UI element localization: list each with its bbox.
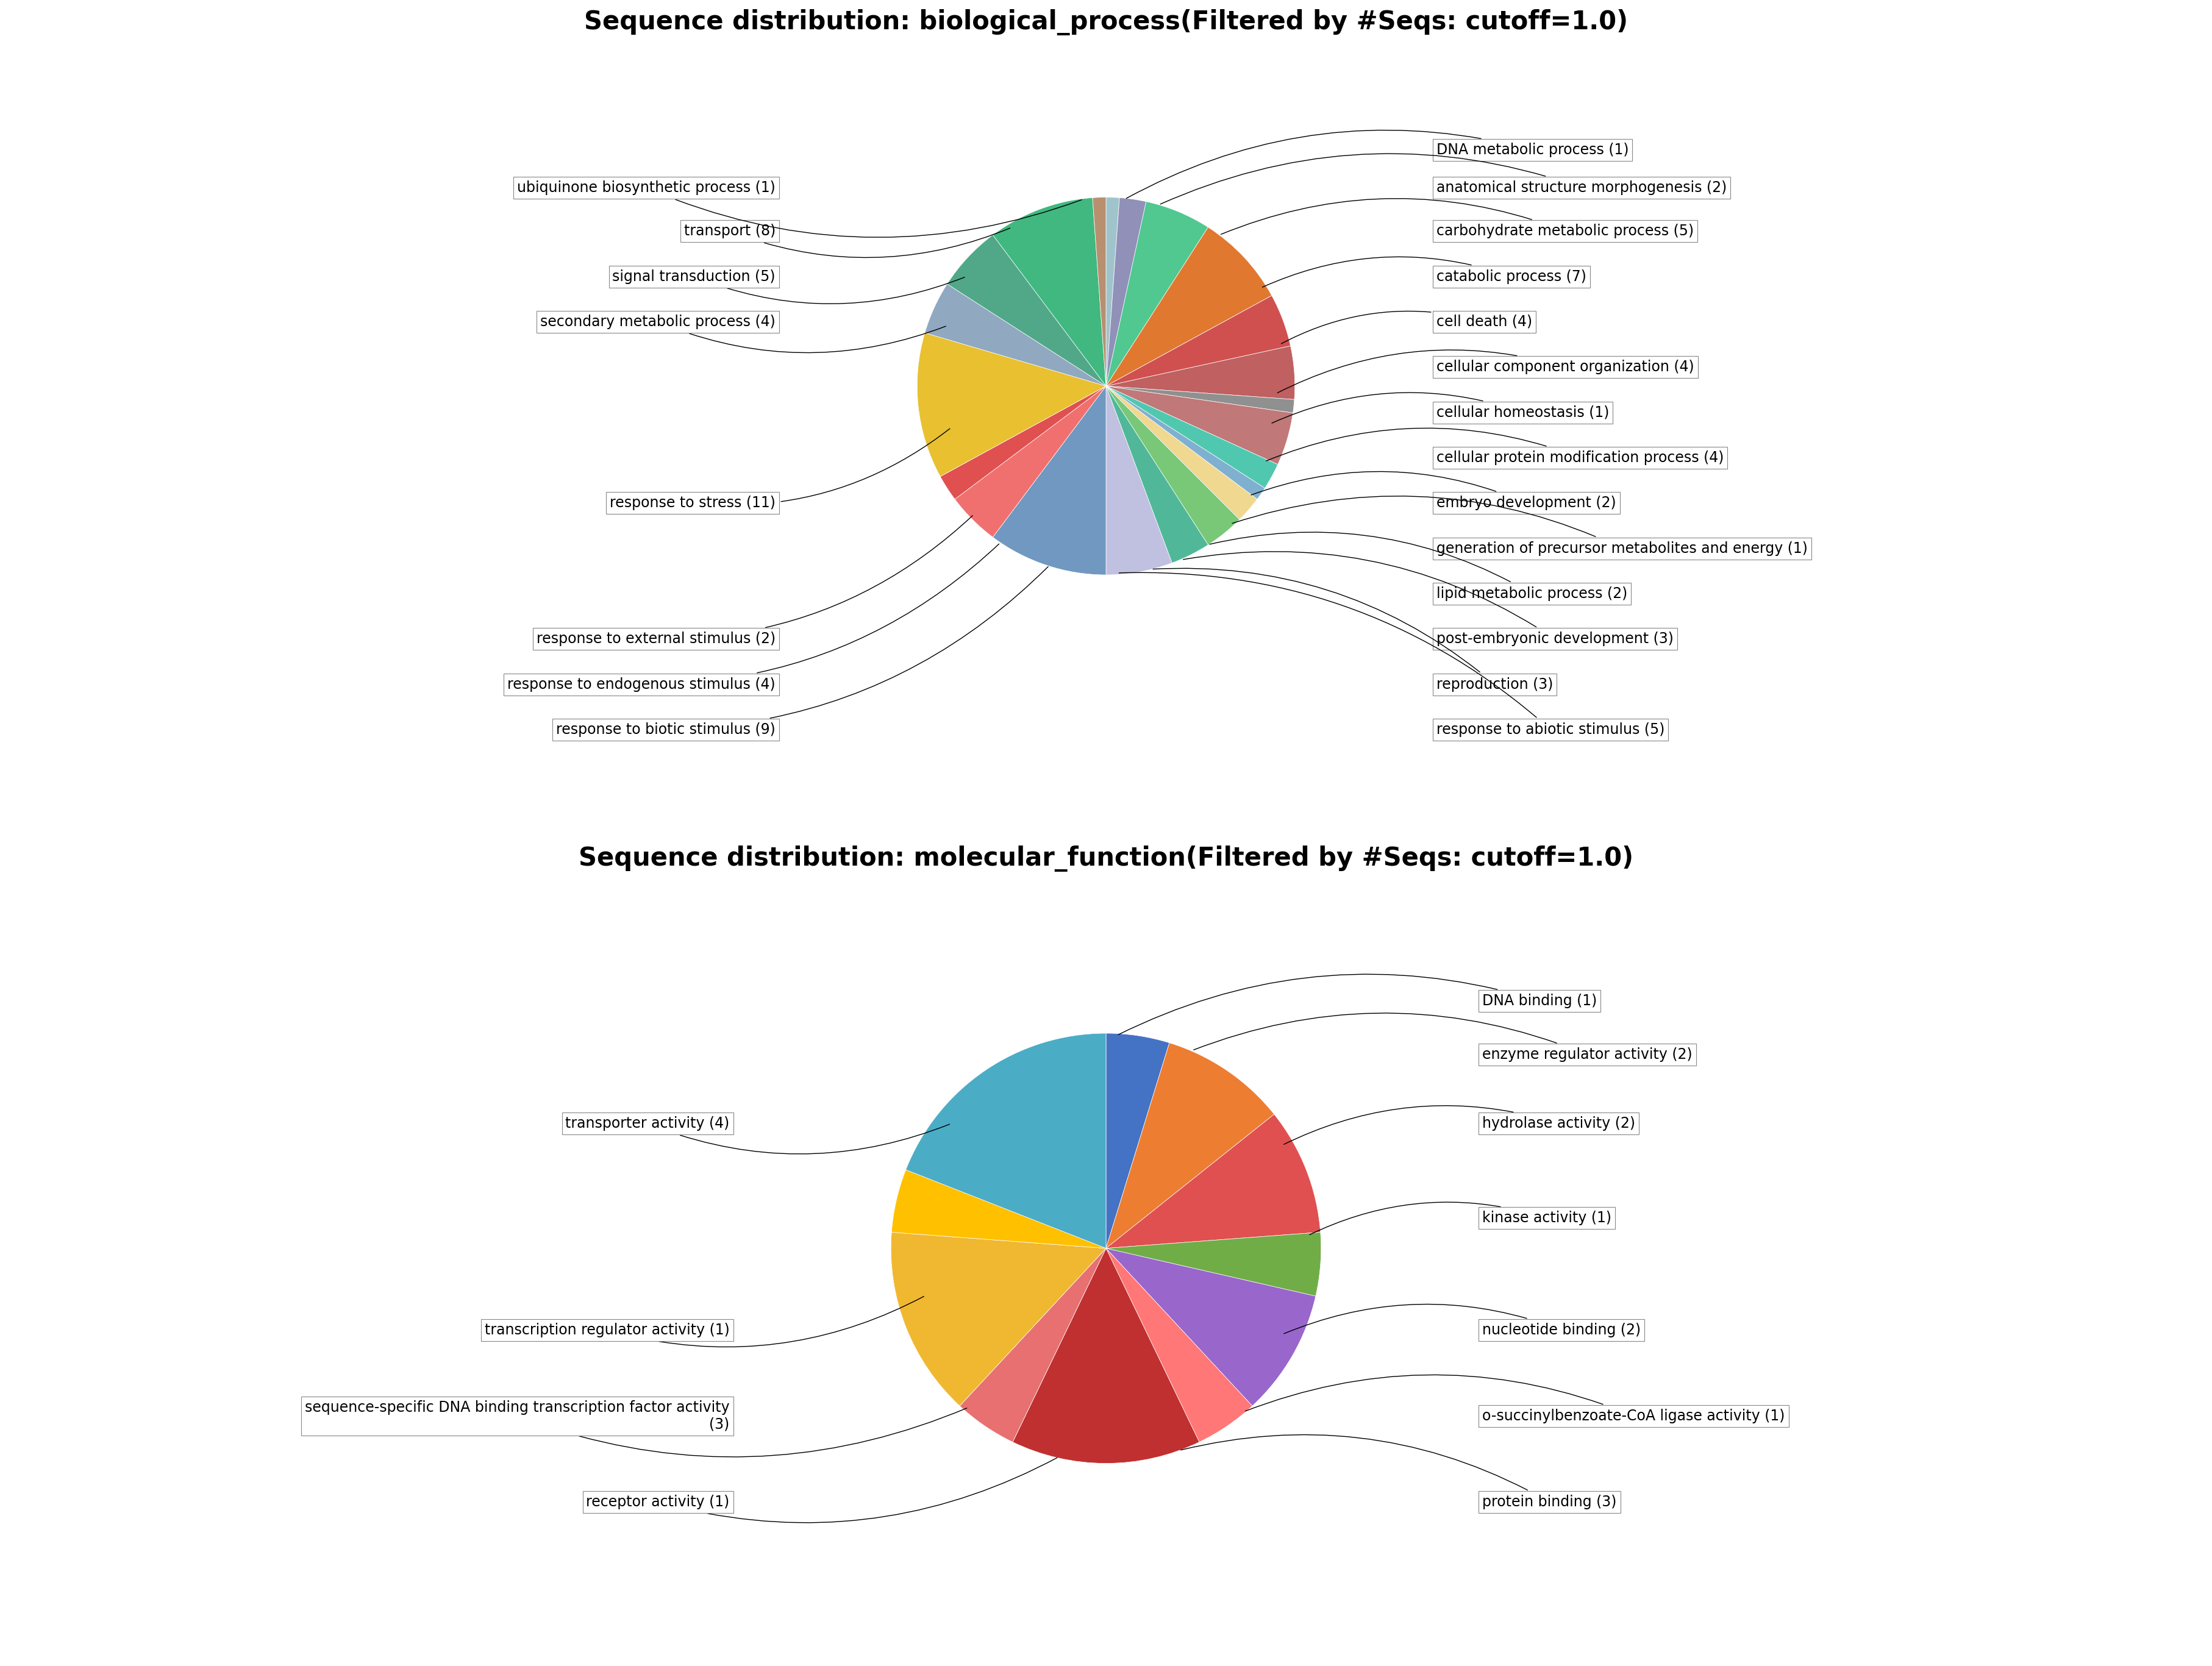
Wedge shape: [891, 1170, 1106, 1248]
Wedge shape: [1093, 197, 1106, 387]
Wedge shape: [1106, 198, 1146, 387]
Text: cell death (4): cell death (4): [1281, 312, 1533, 343]
Text: cellular protein modification process (4): cellular protein modification process (4…: [1265, 428, 1723, 465]
Text: DNA binding (1): DNA binding (1): [1119, 975, 1597, 1035]
Wedge shape: [1106, 387, 1294, 413]
Text: response to biotic stimulus (9): response to biotic stimulus (9): [555, 566, 1048, 736]
Text: transcription regulator activity (1): transcription regulator activity (1): [484, 1296, 925, 1346]
Wedge shape: [1106, 227, 1272, 387]
Wedge shape: [1106, 1033, 1170, 1248]
Wedge shape: [925, 283, 1106, 387]
Wedge shape: [1106, 387, 1256, 520]
Text: lipid metabolic process (2): lipid metabolic process (2): [1210, 531, 1628, 601]
Text: hydrolase activity (2): hydrolase activity (2): [1283, 1106, 1635, 1145]
Wedge shape: [940, 387, 1106, 500]
Wedge shape: [1106, 347, 1294, 400]
Text: DNA metabolic process (1): DNA metabolic process (1): [1126, 130, 1628, 198]
Text: embryo development (2): embryo development (2): [1252, 471, 1617, 510]
Text: ubiquinone biosynthetic process (1): ubiquinone biosynthetic process (1): [518, 180, 1082, 237]
Wedge shape: [1106, 1233, 1321, 1296]
Text: protein binding (3): protein binding (3): [1181, 1434, 1617, 1509]
Wedge shape: [1106, 1248, 1252, 1443]
Wedge shape: [993, 387, 1106, 575]
Title: Sequence distribution: molecular_function(Filtered by #Seqs: cutoff=1.0): Sequence distribution: molecular_functio…: [580, 846, 1632, 871]
Wedge shape: [905, 1033, 1106, 1248]
Wedge shape: [956, 387, 1106, 536]
Wedge shape: [1106, 387, 1239, 545]
Wedge shape: [1106, 295, 1290, 387]
Text: cellular component organization (4): cellular component organization (4): [1279, 350, 1694, 393]
Wedge shape: [1106, 1248, 1316, 1406]
Text: cellular homeostasis (1): cellular homeostasis (1): [1272, 393, 1610, 423]
Wedge shape: [947, 235, 1106, 387]
Text: kinase activity (1): kinase activity (1): [1310, 1203, 1613, 1235]
Text: catabolic process (7): catabolic process (7): [1263, 257, 1586, 287]
Text: response to endogenous stimulus (4): response to endogenous stimulus (4): [507, 543, 1000, 691]
Text: receptor activity (1): receptor activity (1): [586, 1458, 1057, 1523]
Text: nucleotide binding (2): nucleotide binding (2): [1283, 1304, 1641, 1338]
Wedge shape: [1106, 1115, 1321, 1248]
Text: sequence-specific DNA binding transcription factor activity
(3): sequence-specific DNA binding transcript…: [305, 1399, 967, 1458]
Wedge shape: [1106, 387, 1265, 500]
Text: response to stress (11): response to stress (11): [611, 428, 949, 510]
Text: enzyme regulator activity (2): enzyme regulator activity (2): [1194, 1013, 1692, 1063]
Wedge shape: [993, 198, 1106, 387]
Wedge shape: [1106, 202, 1208, 387]
Text: post-embryonic development (3): post-embryonic development (3): [1183, 551, 1674, 646]
Text: response to external stimulus (2): response to external stimulus (2): [538, 515, 973, 646]
Wedge shape: [1106, 387, 1279, 488]
Text: reproduction (3): reproduction (3): [1152, 568, 1553, 691]
Wedge shape: [1106, 387, 1294, 465]
Wedge shape: [1106, 197, 1119, 387]
Text: transport (8): transport (8): [684, 223, 1011, 258]
Title: Sequence distribution: biological_process(Filtered by #Seqs: cutoff=1.0): Sequence distribution: biological_proces…: [584, 8, 1628, 35]
Wedge shape: [918, 333, 1106, 476]
Wedge shape: [891, 1233, 1106, 1406]
Wedge shape: [1013, 1248, 1199, 1463]
Text: carbohydrate metabolic process (5): carbohydrate metabolic process (5): [1221, 198, 1694, 238]
Text: secondary metabolic process (4): secondary metabolic process (4): [540, 315, 947, 353]
Text: generation of precursor metabolites and energy (1): generation of precursor metabolites and …: [1232, 496, 1807, 556]
Wedge shape: [1106, 1043, 1274, 1248]
Wedge shape: [1106, 387, 1172, 575]
Wedge shape: [1106, 387, 1208, 563]
Text: signal transduction (5): signal transduction (5): [613, 270, 964, 303]
Text: anatomical structure morphogenesis (2): anatomical structure morphogenesis (2): [1161, 153, 1728, 205]
Text: transporter activity (4): transporter activity (4): [566, 1116, 949, 1155]
Wedge shape: [960, 1248, 1106, 1443]
Text: response to abiotic stimulus (5): response to abiotic stimulus (5): [1119, 573, 1666, 736]
Text: o-succinylbenzoate-CoA ligase activity (1): o-succinylbenzoate-CoA ligase activity (…: [1245, 1374, 1785, 1423]
